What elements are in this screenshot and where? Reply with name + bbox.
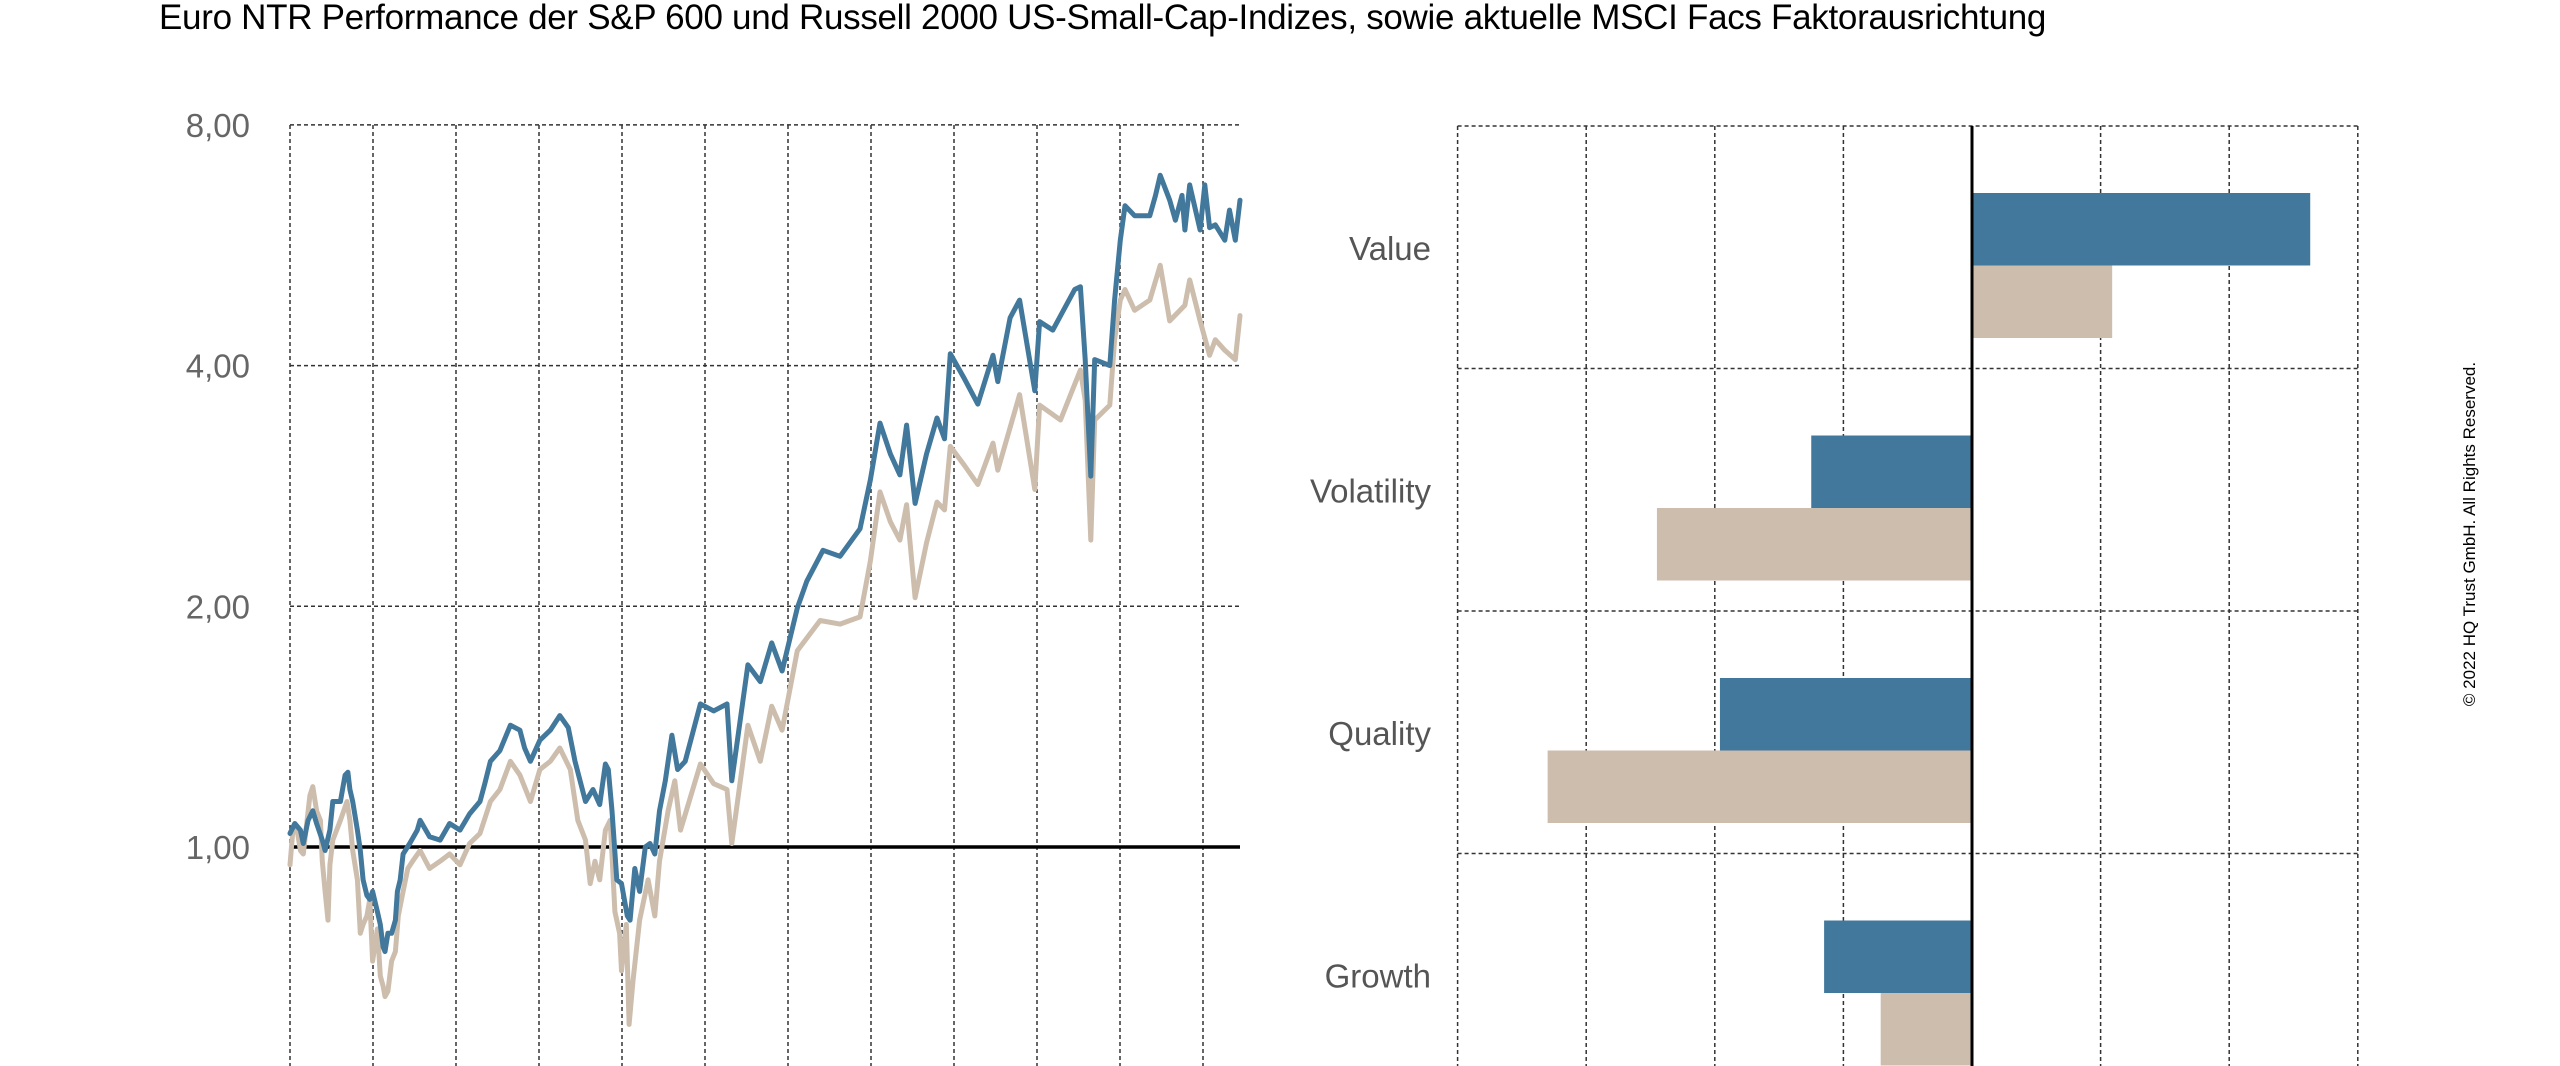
chart-title: Euro NTR Performance der S&P 600 und Rus… [159, 0, 2047, 37]
bar-chart: Value Volatility Quality Growth [1310, 125, 2359, 1066]
bar-chart-category-labels: Value Volatility Quality Growth [1310, 230, 1432, 995]
y-tick-label: 1,00 [186, 829, 250, 866]
bar-volatility-s-p-600 [1811, 435, 1972, 508]
y-tick-label: 4,00 [186, 348, 250, 385]
line-chart: 1,00 2,00 4,00 8,00 [186, 107, 1243, 1066]
category-label: Value [1349, 230, 1431, 267]
bar-chart-grid [1456, 125, 2359, 1066]
y-tick-label: 2,00 [186, 588, 250, 625]
line-chart-y-tick-labels: 1,00 2,00 4,00 8,00 [186, 107, 250, 866]
bar-chart-bars [1547, 126, 2311, 1066]
line-chart-grid [289, 124, 1240, 1066]
bar-value-russell-2000 [1972, 265, 2113, 338]
bar-growth-s-p-600 [1824, 920, 1972, 993]
category-label: Growth [1325, 958, 1431, 995]
bar-quality-russell-2000 [1547, 750, 1972, 823]
series-line-russell-2000 [287, 262, 1243, 1027]
bar-volatility-russell-2000 [1656, 508, 1972, 581]
category-label: Volatility [1310, 473, 1432, 510]
category-label: Quality [1328, 715, 1431, 752]
line-chart-series [287, 172, 1243, 1027]
copyright-notice: © 2022 HQ Trust GmbH. All Rights Reserve… [2460, 361, 2479, 707]
series-line-s-p-600 [287, 172, 1243, 955]
bar-value-s-p-600 [1972, 193, 2311, 266]
bar-quality-s-p-600 [1719, 678, 1972, 751]
bar-growth-russell-2000 [1880, 993, 1972, 1066]
y-tick-label: 8,00 [186, 107, 250, 144]
